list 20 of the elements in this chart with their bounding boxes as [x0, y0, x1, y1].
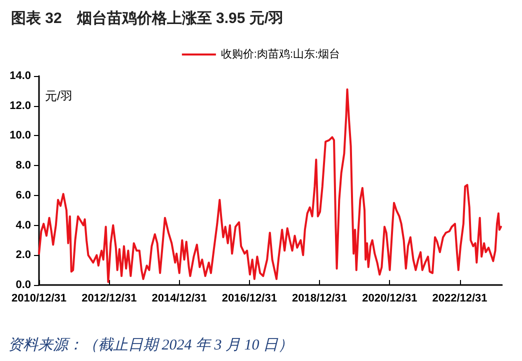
x-tick-label: 2016/12/31	[222, 292, 277, 304]
x-tick-label: 2022/12/31	[432, 292, 488, 304]
y-tick-label: 2.0	[16, 249, 31, 262]
x-tick-label: 2010/12/31	[11, 292, 67, 304]
y-tick-label: 0.0	[16, 279, 31, 291]
x-tick-label: 2018/12/31	[292, 292, 348, 304]
x-tick-label: 2020/12/31	[362, 292, 418, 304]
y-tick-label: 8.0	[16, 160, 31, 172]
y-tick-label: 6.0	[16, 189, 31, 202]
x-tick-label: 2012/12/31	[82, 292, 137, 304]
chart-title: 图表 32 烟台苗鸡价格上涨至 3.95 元/羽	[11, 10, 284, 27]
line-series	[38, 88, 502, 284]
x-tick-label: 2014/12/31	[152, 292, 207, 304]
y-tick-label: 14.0	[10, 70, 31, 82]
y-tick-label: 12.0	[10, 100, 31, 112]
y-tick-label: 4.0	[16, 219, 31, 232]
legend-label: 收购价:肉苗鸡:山东:烟台	[220, 48, 340, 60]
y-axis-title: 元/羽	[45, 89, 72, 103]
text: 资料来源：（截止日期 2024 年 3 月 10 日）	[8, 336, 293, 354]
y-tick-label: 10.0	[10, 130, 31, 142]
